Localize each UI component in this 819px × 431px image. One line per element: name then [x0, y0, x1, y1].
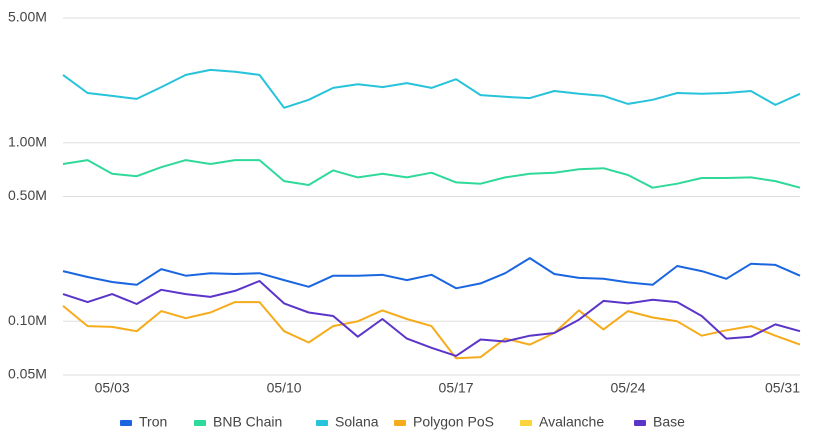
- legend-swatch: [634, 420, 646, 426]
- series-line: [62, 301, 801, 360]
- legend-swatch: [520, 420, 532, 426]
- legend-swatch: [120, 420, 132, 426]
- legend-swatch: [316, 420, 328, 426]
- y-tick-label: 0.50M: [8, 187, 47, 203]
- legend-label: Avalanche: [539, 414, 604, 430]
- legend-label: Solana: [335, 414, 379, 430]
- series-line: [62, 159, 801, 189]
- y-tick-label: 1.00M: [8, 133, 47, 149]
- x-tick-label: 05/03: [95, 380, 130, 396]
- legend-label: Tron: [139, 414, 167, 430]
- x-tick-label: 05/24: [611, 380, 646, 396]
- legend-swatch: [194, 420, 206, 426]
- x-tick-label: 05/17: [439, 380, 474, 396]
- legend-label: BNB Chain: [213, 414, 282, 430]
- y-tick-label: 0.10M: [8, 312, 47, 328]
- x-tick-label: 05/31: [765, 380, 800, 396]
- legend-label: Polygon PoS: [413, 414, 494, 430]
- x-tick-label: 05/10: [267, 380, 302, 396]
- y-tick-label: 5.00M: [8, 9, 47, 25]
- series-line: [62, 257, 801, 290]
- series-line: [62, 280, 801, 357]
- series-line: [62, 68, 801, 109]
- legend-label: Base: [653, 414, 685, 430]
- y-tick-label: 0.05M: [8, 366, 47, 382]
- legend-swatch: [394, 420, 406, 426]
